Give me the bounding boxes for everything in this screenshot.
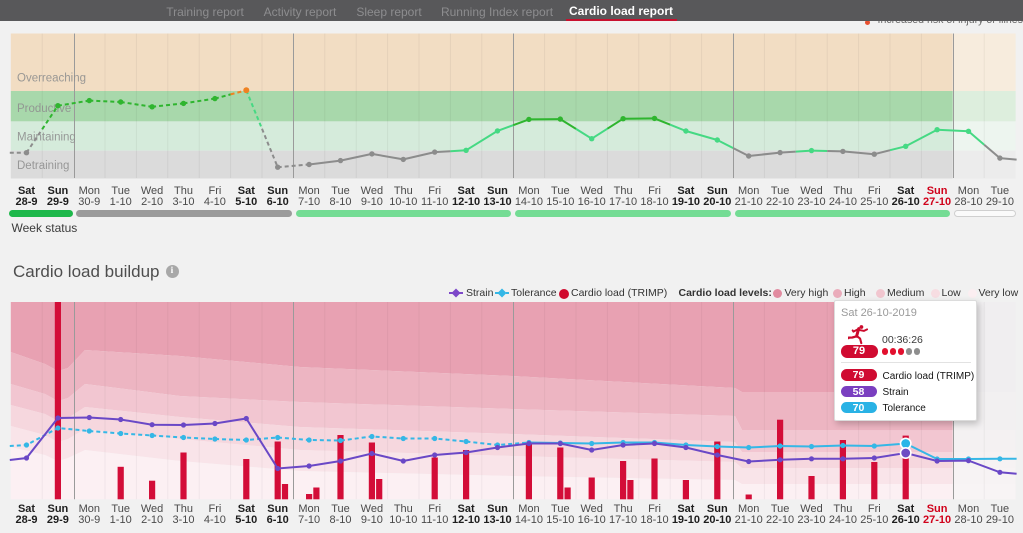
svg-text:Productive: Productive (17, 103, 71, 115)
svg-text:Maintaining: Maintaining (17, 132, 76, 144)
svg-text:Overreaching: Overreaching (17, 73, 86, 85)
svg-text:Detraining: Detraining (17, 160, 69, 172)
